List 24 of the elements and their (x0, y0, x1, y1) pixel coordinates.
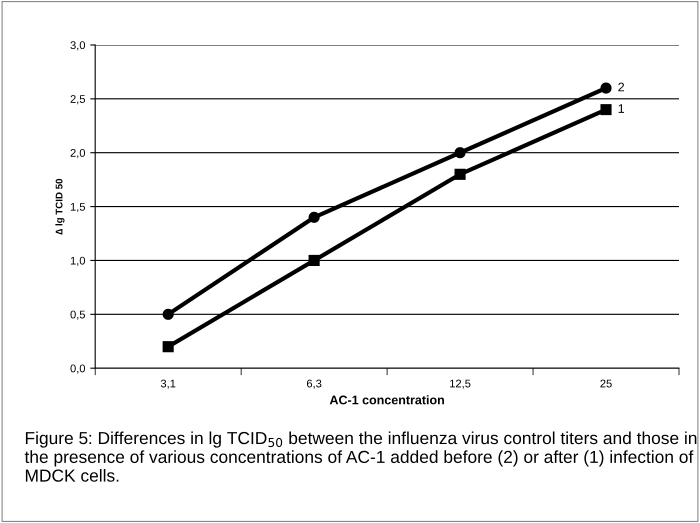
point (454, 168, 466, 180)
caption: Figure 5: Differences in lg TCID$_{50}$ between the influenza virus control titers and those in the presence of various concentrations of AC-1 added before (2) or after (1) infection of MDCK cells. (24, 431, 696, 482)
point (162, 341, 174, 352)
point (454, 147, 466, 158)
point (600, 104, 612, 116)
y-tick-label: 1,0 (70, 256, 86, 266)
y-tick-label: 2,0 (70, 148, 86, 158)
series-label: 2 (618, 82, 624, 92)
y-tick-label: 3,0 (70, 41, 86, 50)
series-label: 1 (618, 104, 624, 113)
point (600, 82, 612, 94)
y-tick-label: 2,5 (70, 95, 86, 104)
x-axis-title: AC-1 concentration (330, 395, 444, 404)
y-tick-label: 1,5 (70, 202, 86, 212)
y-tick-label: 0,5 (70, 310, 86, 320)
x-tick-label: 3,1 (160, 380, 176, 389)
y-tick-label: 0,0 (70, 364, 86, 374)
point (308, 212, 320, 223)
x-tick-label: 25 (600, 380, 612, 388)
point (162, 308, 174, 320)
point (308, 254, 320, 266)
y-axis-title: ∆ lg TCID 50 (55, 178, 64, 234)
x-tick-label: 6,3 (306, 380, 322, 389)
x-tick-label: 12,5 (450, 380, 470, 389)
